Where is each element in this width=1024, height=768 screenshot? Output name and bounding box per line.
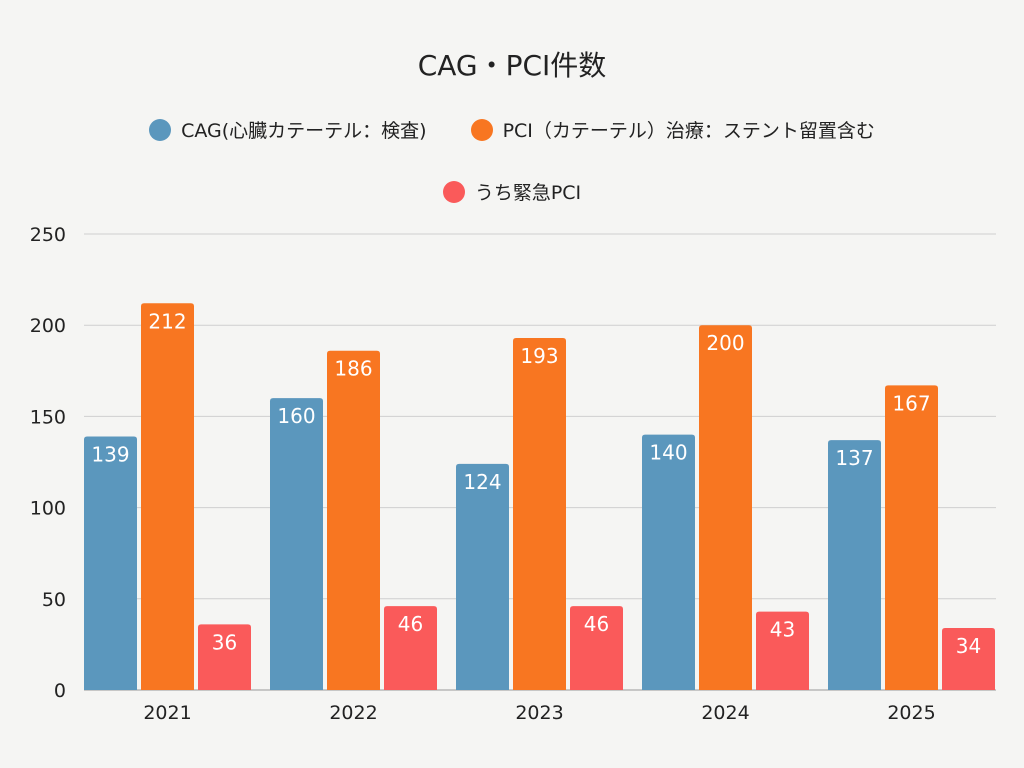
legend-item-emergency-pci: うち緊急PCI	[442, 178, 582, 205]
y-tick-label: 250	[30, 224, 66, 246]
bar	[828, 440, 881, 690]
data-label: 46	[398, 612, 423, 636]
legend-label-pci: PCI（カテーテル）治療：ステント留置含む	[502, 120, 875, 142]
x-tick-label: 2021	[143, 702, 191, 724]
bar	[570, 606, 623, 690]
data-label: 43	[770, 618, 795, 642]
legend-item-cag: CAG(心臓カテーテル：検査)	[149, 116, 427, 143]
bar	[270, 398, 323, 690]
bar	[699, 325, 752, 690]
data-label: 140	[649, 441, 687, 465]
legend-swatch-emergency-pci	[442, 180, 465, 203]
data-label: 137	[835, 446, 873, 470]
bar	[198, 624, 251, 690]
legend-row-2: うち緊急PCI	[0, 178, 1024, 205]
x-tick-label: 2022	[329, 702, 377, 724]
x-tick-label: 2024	[701, 702, 749, 724]
data-label: 200	[706, 331, 744, 355]
data-label: 36	[212, 630, 237, 654]
bar	[84, 436, 137, 690]
bar	[513, 337, 566, 690]
bar	[327, 350, 380, 690]
y-tick-label: 0	[54, 680, 66, 702]
bar	[384, 606, 437, 690]
bar	[885, 385, 938, 690]
data-label: 167	[892, 391, 930, 415]
bar	[456, 463, 509, 690]
data-label: 34	[956, 634, 981, 658]
data-label: 124	[463, 470, 501, 494]
y-tick-label: 100	[30, 498, 66, 520]
y-tick-label: 150	[30, 406, 66, 428]
x-tick-label: 2025	[887, 702, 935, 724]
data-label: 186	[334, 357, 372, 381]
chart-title: CAG・PCI件数	[417, 49, 607, 82]
y-tick-label: 50	[42, 589, 66, 611]
data-label: 160	[277, 404, 315, 428]
bar	[756, 611, 809, 690]
y-tick-label: 200	[30, 315, 66, 337]
data-label: 46	[584, 612, 609, 636]
bar	[141, 303, 194, 690]
data-label: 212	[148, 309, 186, 333]
legend: CAG(心臓カテーテル：検査) PCI（カテーテル）治療：ステント留置含む	[0, 116, 1024, 143]
legend-swatch-cag	[149, 118, 172, 141]
data-label: 193	[520, 344, 558, 368]
bar	[942, 627, 995, 690]
legend-swatch-pci	[470, 118, 493, 141]
legend-label-cag: CAG(心臓カテーテル：検査)	[181, 120, 427, 142]
legend-item-pci: PCI（カテーテル）治療：ステント留置含む	[470, 116, 875, 143]
x-tick-label: 2023	[515, 702, 563, 724]
bar	[642, 434, 695, 690]
data-label: 139	[91, 442, 129, 466]
legend-label-emergency-pci: うち緊急PCI	[474, 182, 582, 204]
